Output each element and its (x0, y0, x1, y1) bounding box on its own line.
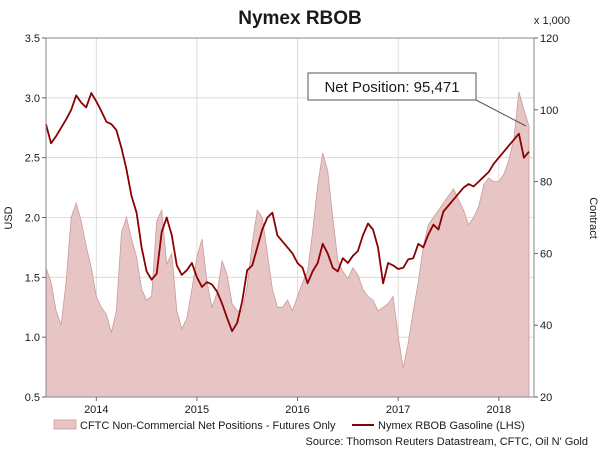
x-tick-label: 2014 (84, 404, 108, 416)
left-tick-label: 2.5 (25, 153, 40, 165)
callout-leader-line (475, 99, 527, 127)
x-tick-label: 2015 (185, 404, 209, 416)
right-tick-label: 40 (540, 320, 552, 332)
chart-title: Nymex RBOB (238, 8, 362, 29)
callout-text: Net Position: 95,471 (324, 79, 459, 96)
rbob-line-layer (45, 92, 530, 333)
rbob-price-line (45, 92, 530, 333)
right-tick-label: 80 (540, 177, 552, 189)
legend-swatch-net-positions (53, 419, 77, 430)
right-tick-label: 120 (540, 33, 558, 45)
left-tick-label: 3.0 (25, 93, 40, 105)
left-axis-ticks: 0.5 1.0 1.5 2.0 2.5 3.0 3.5 (25, 33, 46, 404)
right-tick-label: 20 (540, 392, 552, 404)
right-axis-multiplier: x 1,000 (534, 15, 570, 27)
callout-box (307, 72, 477, 101)
net-position-callout: Net Position: 95,471 (307, 72, 527, 127)
left-axis-label: USD (3, 206, 15, 229)
left-tick-label: 0.5 (25, 392, 40, 404)
right-tick-label: 60 (540, 248, 552, 260)
legend-label-rbob: Nymex RBOB Gasoline (LHS) (378, 420, 525, 432)
left-tick-label: 1.0 (25, 332, 40, 344)
x-tick-label: 2018 (487, 404, 511, 416)
legend-label-net-positions: CFTC Non-Commercial Net Positions - Futu… (80, 420, 336, 432)
left-tick-label: 1.5 (25, 272, 40, 284)
x-tick-label: 2016 (285, 404, 309, 416)
legend: CFTC Non-Commercial Net Positions - Futu… (53, 419, 525, 432)
right-axis-ticks: 20 40 60 80 100 120 (534, 33, 558, 404)
right-axis-label: Contract (587, 197, 599, 239)
source-note: Source: Thomson Reuters Datastream, CFTC… (306, 436, 589, 448)
x-tick-label: 2017 (386, 404, 410, 416)
right-tick-label: 100 (540, 105, 558, 117)
left-tick-label: 2.0 (25, 213, 40, 225)
net-positions-area-layer (45, 91, 530, 398)
left-tick-label: 3.5 (25, 33, 40, 45)
net-positions-area (45, 91, 530, 398)
x-axis-ticks: 2014 2015 2016 2017 2018 (84, 397, 511, 416)
